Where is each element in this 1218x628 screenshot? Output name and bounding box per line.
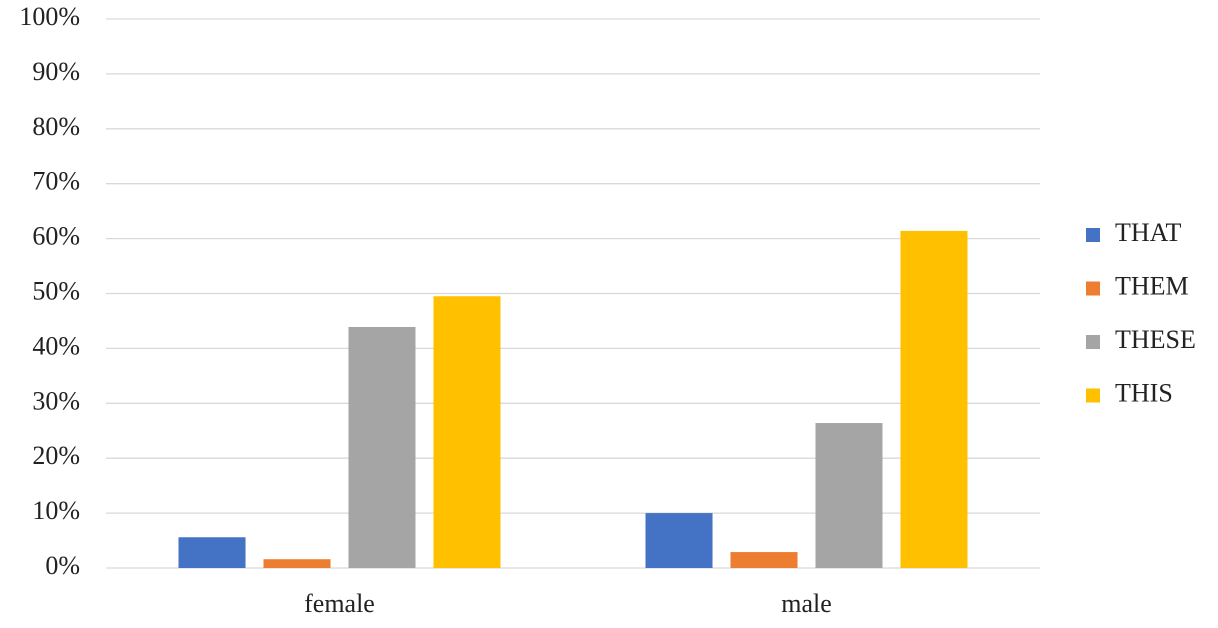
y-tick-label: 50% [32,276,80,305]
bar [433,296,501,568]
y-tick-label: 0% [45,551,80,580]
y-tick-label: 100% [19,2,80,31]
bar [178,537,246,568]
x-tick-label: female [304,589,375,618]
legend-label: THIS [1115,378,1173,407]
bar [645,513,713,568]
legend-swatch [1086,281,1100,296]
legend-label: THAT [1115,218,1182,247]
y-tick-label: 70% [32,167,80,196]
y-tick-label: 40% [32,331,80,360]
legend-swatch [1086,335,1100,349]
y-tick-label: 60% [32,222,80,251]
legend-swatch [1086,228,1100,242]
y-tick-label: 90% [32,57,80,86]
legend-swatch [1086,388,1100,403]
legend-label: THEM [1115,271,1189,300]
y-tick-label: 30% [32,386,80,415]
bar [263,559,331,568]
y-tick-label: 80% [32,112,80,141]
y-tick-label: 10% [32,496,80,525]
bar [815,423,883,568]
y-tick-label: 20% [32,441,80,470]
bar [348,326,416,568]
bar [730,552,798,568]
x-tick-label: male [781,589,832,618]
legend-label: THESE [1115,325,1196,354]
bar [900,230,968,568]
